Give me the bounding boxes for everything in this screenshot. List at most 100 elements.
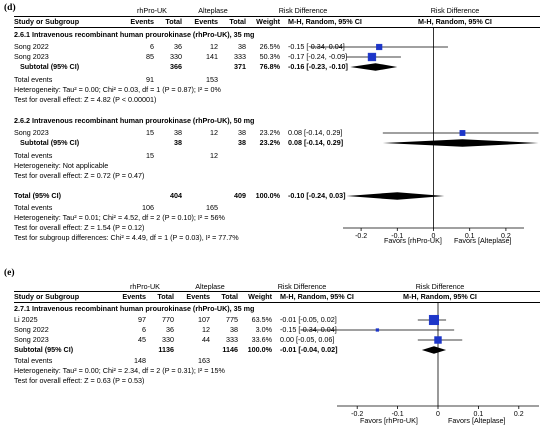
total-weight: 100.0% [255,191,280,200]
total-events-label: Total events [14,356,53,365]
col-header-study: Study or Subgroup [14,292,80,301]
total-treatment: 36 [166,325,174,334]
heterogeneity-text: Heterogeneity: Tau² = 0.01; Chi² = 4.52,… [14,213,225,222]
total-label: Total (95% CI) [14,191,61,200]
events-treatment: 15 [146,128,154,137]
panel-label: (d) [4,3,16,13]
subtotal-weight: 76.8% [259,62,280,71]
subtotal-total-treatment: 38 [174,138,182,147]
events-control: 107 [198,315,210,324]
events-control: 12 [202,325,210,334]
study-name: Song 2023 [14,335,49,344]
study-name: Song 2023 [14,52,49,61]
subtotal-total-control: 371 [234,62,246,71]
x-tick-label: -0.2 [355,233,367,240]
total-total-control: 409 [234,191,246,200]
events-control: 12 [210,128,218,137]
heterogeneity-text: Heterogeneity: Tau² = 0.00; Chi² = 2.34,… [14,366,225,375]
events-treatment: 85 [146,52,154,61]
weight: 23.2% [259,128,280,137]
group-header-treatment: rhPro-UK [130,282,160,291]
weight: 26.5% [259,42,280,51]
point-estimate-box [375,328,380,332]
col-header-ci: M-H, Random, 95% CI [288,17,362,26]
heterogeneity-text: Heterogeneity: Tau² = 0.00; Chi² = 0.03,… [14,85,221,94]
total-treatment: 38 [174,128,182,137]
study-name: Song 2022 [14,325,49,334]
total-treatment: 770 [162,315,174,324]
study-name: Song 2022 [14,42,49,51]
header-rule [14,27,540,28]
total-total-treatment: 404 [170,191,182,200]
subtotal-weight: 23.2% [259,138,280,147]
group-header-rd-plot: Risk Difference [430,6,480,15]
x-tick-label: 0.2 [501,233,511,240]
subtotal-label: Subtotal (95% CI) [20,62,80,71]
panel-label: (e) [4,268,15,278]
total-treatment: 330 [170,52,182,61]
col-header-weight: Weight [256,17,280,26]
overall-effect-text: Test for overall effect: Z = 1.54 (P = 0… [14,223,145,232]
subtotal-ci: -0.01 [-0.04, 0.02] [280,345,338,354]
header-rule [14,16,540,17]
group-header-rd: Risk Difference [278,6,328,15]
subtotal-ci: -0.16 [-0.23, -0.10] [288,62,348,71]
x-tick-label: 0 [432,233,436,240]
x-tick-label: 0.2 [514,411,524,418]
subgroup-title: 2.7.1 Intravenous recombinant human prou… [14,304,255,313]
heterogeneity-text: Heterogeneity: Not applicable [14,161,109,170]
weight: 50.3% [259,52,280,61]
col-header-events-2: Events [194,17,218,26]
group-header-control: Alteplase [198,6,228,15]
overall-effect-text: Test for overall effect: Z = 0.72 (P = 0… [14,171,145,180]
summary-diamond [382,139,539,147]
col-header-total-2: Total [229,17,246,26]
total-events-control: 165 [206,203,218,212]
subtotal-total-treatment: 1136 [158,345,174,354]
total-events-treatment: 148 [134,356,146,365]
x-tick-label: 0 [436,411,440,418]
total-events-treatment: 91 [146,75,154,84]
events-treatment: 45 [138,335,146,344]
events-control: 141 [206,52,218,61]
subtotal-weight: 100.0% [247,345,272,354]
subgroup-differences-text: Test for subgroup differences: Chi² = 4.… [14,233,239,242]
point-estimate-box [434,336,442,344]
total-events-label: Total events [14,203,53,212]
total-events-treatment: 15 [146,151,154,160]
total-control: 333 [226,335,238,344]
weight: 3.0% [255,325,272,334]
events-treatment: 6 [150,42,154,51]
subgroup-title: 2.6.2 Intravenous recombinant human prou… [14,116,255,125]
effect-ci: 0.00 [-0.05, 0.06] [280,335,335,344]
events-treatment: 6 [142,325,146,334]
total-ci: -0.10 [-0.24, 0.03] [288,191,346,200]
total-control: 38 [238,128,246,137]
header-rule [14,291,540,292]
point-estimate-box [367,52,377,62]
total-events-control: 163 [198,356,210,365]
effect-ci: -0.15 [-0.34, 0.04] [280,325,337,334]
x-tick-label: 0.1 [465,233,475,240]
summary-diamond [421,346,447,354]
summary-diamond [350,63,398,71]
total-control: 38 [230,325,238,334]
total-control: 38 [238,42,246,51]
subtotal-total-control: 38 [238,138,246,147]
weight: 33.6% [251,335,272,344]
point-estimate-box [428,314,439,326]
total-events-label: Total events [14,151,53,160]
x-tick-label: -0.2 [351,411,363,418]
subtotal-total-treatment: 366 [170,62,182,71]
total-events-control: 153 [206,75,218,84]
study-name: Song 2023 [14,128,49,137]
col-header-study: Study or Subgroup [14,17,80,26]
favors-left-label: Favors [rhPro-UK] [384,236,442,245]
subtotal-label: Subtotal (95% CI) [14,345,74,354]
point-estimate-box [376,43,383,51]
col-header-weight: Weight [248,292,272,301]
x-tick-label: -0.1 [392,411,404,418]
col-header-ci: M-H, Random, 95% CI [280,292,354,301]
